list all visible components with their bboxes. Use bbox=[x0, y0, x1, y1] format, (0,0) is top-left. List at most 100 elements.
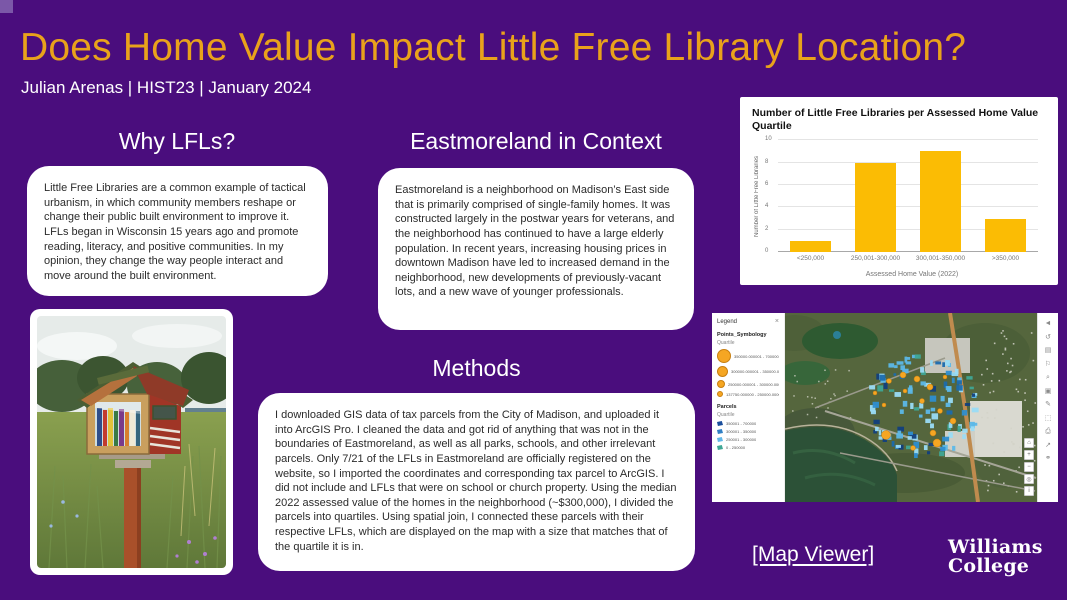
chart-gridline: 0 bbox=[765, 248, 1038, 254]
legend-row: 250001 - 300000 bbox=[717, 437, 779, 442]
map-tool-icon-search[interactable]: ⬚ bbox=[1044, 414, 1052, 422]
legend-row: 350000.000001 - 700000.000000 bbox=[717, 349, 779, 363]
chart-bar-slot bbox=[778, 140, 843, 253]
section-heading-why: Why LFLs? bbox=[118, 128, 236, 154]
chart-y-tick: 10 bbox=[765, 136, 772, 143]
map-minus-button[interactable]: − bbox=[1024, 462, 1034, 472]
chart-x-tick-label: >350,000 bbox=[991, 255, 1020, 263]
williams-college-logo: Williams College bbox=[948, 538, 1043, 576]
legend-parcel-symbol bbox=[717, 421, 723, 426]
why-text: Little Free Libraries are a common examp… bbox=[44, 182, 306, 282]
chart-y-axis-label: Number of Little Free Libraries bbox=[754, 155, 760, 237]
chart-y-tick: 4 bbox=[765, 203, 769, 210]
legend-row-label: 350000.000001 - 700000.000000 bbox=[734, 353, 779, 359]
chart-gridline: 6 bbox=[765, 181, 1038, 187]
map-viewer-link[interactable]: [Map Viewer] bbox=[752, 543, 875, 566]
map-tool-icon-bookmark[interactable]: ⚐ bbox=[1044, 360, 1052, 368]
map-tool-icon-link[interactable]: ⚭ bbox=[1045, 455, 1051, 462]
legend-parcel-symbol bbox=[717, 437, 723, 442]
chart-y-tick: 6 bbox=[765, 181, 769, 188]
legend-title: Legend bbox=[717, 318, 738, 325]
legend-row: 300001 - 350000 bbox=[717, 429, 779, 434]
chart-bar-slot bbox=[843, 140, 908, 253]
legend-section-name: Parcels bbox=[717, 404, 737, 410]
methods-text: I downloaded GIS data of tax parcels fro… bbox=[275, 409, 677, 553]
legend-section-name: Points_Symbology bbox=[717, 332, 767, 338]
poster-title: Does Home Value Impact Little Free Libra… bbox=[20, 26, 967, 69]
chart-gridline: 10 bbox=[765, 136, 1038, 142]
map-zoom-controls: ⌂ + − ◎ i bbox=[1024, 438, 1034, 496]
lfl-photo-frame bbox=[30, 309, 233, 575]
section-heading-context: Eastmoreland in Context bbox=[410, 128, 662, 154]
legend-row-label: 300000.000001 - 350000.000000 bbox=[731, 369, 779, 374]
chart-y-tick: 2 bbox=[765, 225, 769, 232]
legend-parcel-symbol bbox=[717, 429, 723, 434]
legend-row-label: 137750.000000 - 250000.000000 bbox=[726, 391, 779, 397]
chart-x-tick-label: 250,001-300,000 bbox=[850, 255, 901, 263]
legend-circle-symbol bbox=[717, 380, 725, 388]
context-text: Eastmoreland is a neighborhood on Madiso… bbox=[395, 184, 675, 299]
legend-close-icon[interactable]: × bbox=[774, 318, 779, 325]
map-toolbar: ◄ ↺ ▤ ⚐ ⌕ ▣ ✎ ⬚ ⎙ ↗ ⚭ bbox=[1037, 313, 1058, 502]
chart-plot-area: 10 8 6 4 2 0 bbox=[765, 136, 1038, 254]
chart-gridline: 2 bbox=[765, 226, 1038, 232]
legend-row-label: 350001 - 700000 bbox=[726, 421, 757, 426]
methods-text-card: I downloaded GIS data of tax parcels fro… bbox=[258, 393, 695, 571]
legend-row-label: 0 - 250000 bbox=[726, 445, 746, 450]
section-heading-methods: Methods bbox=[432, 355, 521, 381]
legend-parcel-symbol bbox=[717, 445, 723, 450]
poster-subtitle: Julian Arenas | HIST23 | January 2024 bbox=[21, 78, 312, 97]
map-info-button[interactable]: i bbox=[1024, 486, 1034, 496]
chart-y-tick: 8 bbox=[765, 158, 769, 165]
map-tool-icon-measure[interactable]: ⌕ bbox=[1046, 374, 1050, 381]
legend-row: 300000.000001 - 350000.000000 bbox=[717, 366, 779, 377]
chart-title: Number of Little Free Libraries per Asse… bbox=[752, 107, 1039, 133]
chart-x-axis-label: Assessed Home Value (2022) bbox=[865, 271, 959, 279]
map-tool-icon-layers[interactable]: ◄ bbox=[1044, 320, 1052, 327]
logo-line1: Williams bbox=[948, 536, 1043, 558]
chart-x-ticks: <250,000 250,001-300,000 300,001-350,000 >3… bbox=[778, 255, 1038, 262]
lfl-photo bbox=[37, 316, 226, 568]
chart-bar bbox=[855, 162, 896, 253]
map-tool-icon-draw[interactable]: ✎ bbox=[1045, 401, 1051, 408]
legend-circle-symbol bbox=[717, 366, 728, 377]
chart-bar bbox=[985, 218, 1026, 253]
map-legend: Legend × Points_Symbology Quartile 350000.… bbox=[712, 313, 785, 502]
chart-bar bbox=[790, 241, 831, 253]
chart-gridline: 8 bbox=[765, 159, 1038, 165]
legend-row-label: 250001 - 300000 bbox=[726, 437, 757, 442]
chart-bar-slot bbox=[908, 140, 973, 253]
legend-section-sub: Quartile bbox=[717, 412, 735, 418]
bar-chart-panel: Number of Little Free Libraries per Asse… bbox=[740, 97, 1058, 285]
chart-bar bbox=[920, 151, 961, 253]
map-home-button[interactable]: ⌂ bbox=[1024, 438, 1034, 448]
legend-row-label: 250000.000001 - 300000.000000 bbox=[728, 381, 779, 387]
chart-y-tick: 0 bbox=[765, 248, 769, 255]
legend-row-label: 300001 - 350000 bbox=[726, 429, 757, 434]
why-text-card: Little Free Libraries are a common examp… bbox=[27, 166, 328, 296]
map-canvas[interactable]: ⌂ + − ◎ i bbox=[785, 313, 1037, 502]
legend-row: 137750.000000 - 250000.000000 bbox=[717, 391, 779, 397]
chart-x-tick-label: <250,000 bbox=[796, 255, 825, 263]
legend-circle-symbol bbox=[717, 349, 731, 363]
map-tool-icon-share[interactable]: ↗ bbox=[1045, 441, 1051, 449]
legend-circle-symbol bbox=[717, 391, 723, 397]
chart-bar-slot bbox=[973, 140, 1038, 253]
legend-row: 0 - 250000 bbox=[717, 445, 779, 450]
logo-line2: College bbox=[948, 555, 1030, 577]
chart-bars bbox=[778, 140, 1038, 253]
map-panel: Legend × Points_Symbology Quartile 350000.… bbox=[712, 313, 1058, 502]
map-tool-icon-legend[interactable]: ▤ bbox=[1044, 347, 1052, 354]
map-locate-button[interactable]: ◎ bbox=[1024, 474, 1034, 484]
map-tool-icon-select[interactable]: ▣ bbox=[1044, 387, 1052, 395]
legend-row: 350001 - 700000 bbox=[717, 421, 779, 426]
corner-accent bbox=[0, 0, 13, 13]
legend-section-sub: Quartile bbox=[717, 340, 735, 346]
map-tool-icon-print[interactable]: ⎙ bbox=[1045, 428, 1051, 435]
context-text-card: Eastmoreland is a neighborhood on Madiso… bbox=[378, 168, 694, 330]
legend-row: 250000.000001 - 300000.000000 bbox=[717, 380, 779, 388]
chart-gridline: 4 bbox=[765, 203, 1038, 209]
map-tool-icon-basemap[interactable]: ↺ bbox=[1045, 333, 1051, 341]
chart-x-tick-label: 300,001-350,000 bbox=[915, 255, 966, 263]
map-plus-button[interactable]: + bbox=[1024, 450, 1034, 460]
